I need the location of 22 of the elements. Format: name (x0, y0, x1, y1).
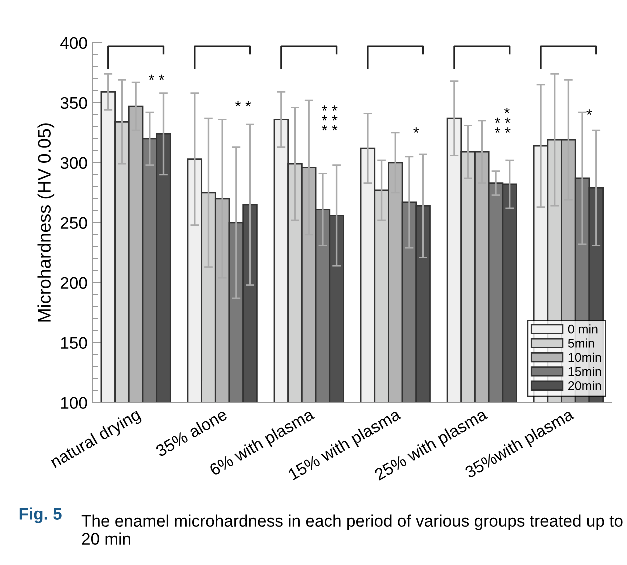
legend-label: 10min (568, 352, 602, 362)
legend-label: 0 min (568, 324, 598, 334)
y-tick-label: 300 (60, 157, 88, 170)
annotation: * * * * * * (322, 106, 338, 131)
y-tick-label: 250 (60, 217, 88, 230)
annotation: * * (236, 101, 252, 107)
annotation: * (414, 128, 420, 133)
y-tick-label: 150 (61, 337, 88, 350)
annotation: * * * * * (495, 108, 511, 133)
y-tick-label: 100 (61, 397, 88, 410)
x-tick-label: 35% alone (154, 408, 228, 458)
legend-label: 15min (568, 367, 602, 376)
legend-label: 20min (568, 381, 602, 390)
y-tick-label: 200 (60, 277, 88, 290)
text: The enamel microhardness in each period of various groups treated up to 20 min (82, 514, 623, 545)
legend-label: 5min (568, 338, 594, 348)
annotation: * (586, 110, 592, 115)
y-tick-label: 350 (60, 97, 88, 110)
y-tick-label: 400 (60, 37, 88, 50)
caption: Fig. 5 (20, 508, 62, 524)
annotation: * * (149, 74, 165, 80)
y-axis-title: Microhardness (HV 0.05) (38, 124, 55, 322)
